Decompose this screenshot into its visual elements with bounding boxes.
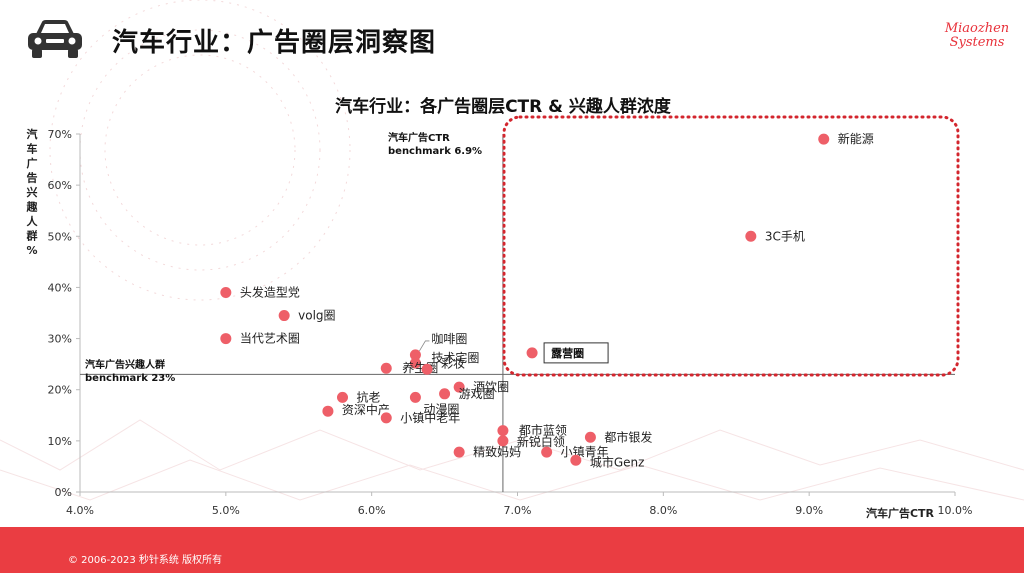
- data-point: [584, 431, 596, 443]
- x-tick-label: 4.0%: [66, 504, 94, 517]
- data-point: [278, 310, 290, 322]
- benchmark-x-label: 汽车广告CTR: [388, 131, 450, 144]
- y-axis-label-char: %: [26, 244, 37, 257]
- data-point: [439, 388, 451, 400]
- point-label: 新能源: [838, 131, 874, 146]
- y-tick-label: 0%: [55, 486, 72, 499]
- y-axis-label-char: 告: [27, 171, 38, 185]
- data-point: [745, 230, 757, 242]
- y-tick-label: 70%: [48, 128, 72, 141]
- benchmark-y-label: 汽车广告兴趣人群: [85, 358, 165, 371]
- point-label: 技术宅圈: [431, 350, 479, 365]
- data-point: [497, 425, 509, 437]
- page-title: 汽车行业：广告圈层洞察图: [112, 28, 437, 58]
- point-label: 小镇青年: [561, 445, 609, 459]
- y-tick-label: 30%: [48, 333, 72, 346]
- data-point: [570, 454, 582, 466]
- chart-axes: 0% 10% 20% 30% 40% 50% 60% 70% 4.0% 5.0% 6.0% 7.0% 8…: [48, 128, 973, 517]
- y-axis-label-char: 人: [27, 214, 39, 228]
- y-tick-label: 60%: [48, 179, 72, 192]
- x-tick-label: 10.0%: [938, 504, 973, 517]
- data-point: [380, 362, 392, 374]
- leader-line: [419, 340, 430, 352]
- data-point: [497, 435, 509, 447]
- y-axis-label-char: 汽: [27, 127, 38, 141]
- data-point: [409, 349, 421, 361]
- data-point: [421, 363, 433, 375]
- highlight-label-box: [543, 342, 609, 364]
- highlight-zone: [502, 115, 960, 377]
- x-tick-label: 6.0%: [358, 504, 386, 517]
- y-tick-label: 10%: [48, 435, 72, 448]
- data-point: [337, 391, 348, 403]
- highlight-box: [502, 115, 960, 377]
- data-point: [322, 405, 334, 417]
- logo-line-1: Miaozhen: [944, 21, 1010, 36]
- point-label: 酒饮圈: [473, 380, 509, 394]
- point-label: 新锐白领: [517, 434, 565, 449]
- data-point: [526, 347, 538, 359]
- point-label: 资深中产: [342, 402, 390, 417]
- point-label: 养生圈: [402, 360, 438, 375]
- y-axis-label: 汽车广告兴趣人群%: [26, 127, 39, 257]
- x-tick-label: 5.0%: [212, 504, 240, 517]
- copyright-text: © 2006-2023 秒针系统 版权所有: [68, 555, 223, 566]
- logo-line-2: Systems: [949, 35, 1005, 50]
- data-point: [818, 133, 830, 145]
- y-axis-label-char: 群: [26, 229, 38, 243]
- brand-logo: Miaozhen Systems: [938, 22, 1016, 50]
- y-axis-label-char: 车: [27, 142, 38, 156]
- point-label: 都市银发: [604, 429, 652, 444]
- point-label: 当代艺术圈: [240, 332, 300, 346]
- data-point: [409, 391, 421, 403]
- point-label: 动漫圈: [423, 402, 459, 416]
- x-tick-label: 7.0%: [504, 504, 532, 517]
- data-point: [453, 446, 465, 458]
- point-label: 游戏圈: [459, 387, 495, 401]
- point-label: 小镇中老年: [400, 410, 460, 425]
- y-tick-label: 20%: [48, 384, 72, 397]
- point-label: volg圈: [298, 309, 335, 323]
- point-label: 精致妈妈: [473, 445, 521, 459]
- chart-title: 汽车行业：各广告圈层CTR & 兴趣人群浓度: [335, 96, 672, 117]
- data-point: [220, 333, 232, 345]
- x-tick-label: 9.0%: [795, 504, 823, 517]
- footer-bar: [0, 527, 1024, 573]
- x-tick-label: 8.0%: [649, 504, 677, 517]
- y-axis-label-char: 兴: [27, 185, 38, 199]
- point-label: 彩妆: [441, 356, 465, 370]
- point-label: 城市Genz: [590, 454, 645, 469]
- x-axis-label: 汽车广告CTR: [866, 506, 935, 520]
- point-label: 3C手机: [765, 229, 805, 243]
- y-tick-label: 40%: [48, 281, 72, 294]
- data-point: [380, 412, 392, 424]
- data-point: [541, 446, 553, 458]
- y-tick-label: 50%: [48, 230, 72, 243]
- point-label: 都市蓝领: [519, 423, 567, 438]
- car-icon: [28, 20, 82, 58]
- y-axis-label-char: 趣: [26, 200, 39, 214]
- point-label: 头发造型党: [240, 285, 300, 300]
- benchmark-x-label: benchmark 6.9%: [388, 146, 482, 157]
- point-label: 抗老: [357, 389, 381, 404]
- point-label: 露营圈: [551, 346, 584, 360]
- point-label: 咖啡圈: [431, 331, 467, 346]
- data-point: [220, 287, 232, 299]
- benchmark-y-label: benchmark 23%: [85, 373, 175, 384]
- y-axis-label-char: 广: [27, 156, 38, 170]
- data-point: [453, 381, 465, 393]
- data-point: [409, 357, 421, 369]
